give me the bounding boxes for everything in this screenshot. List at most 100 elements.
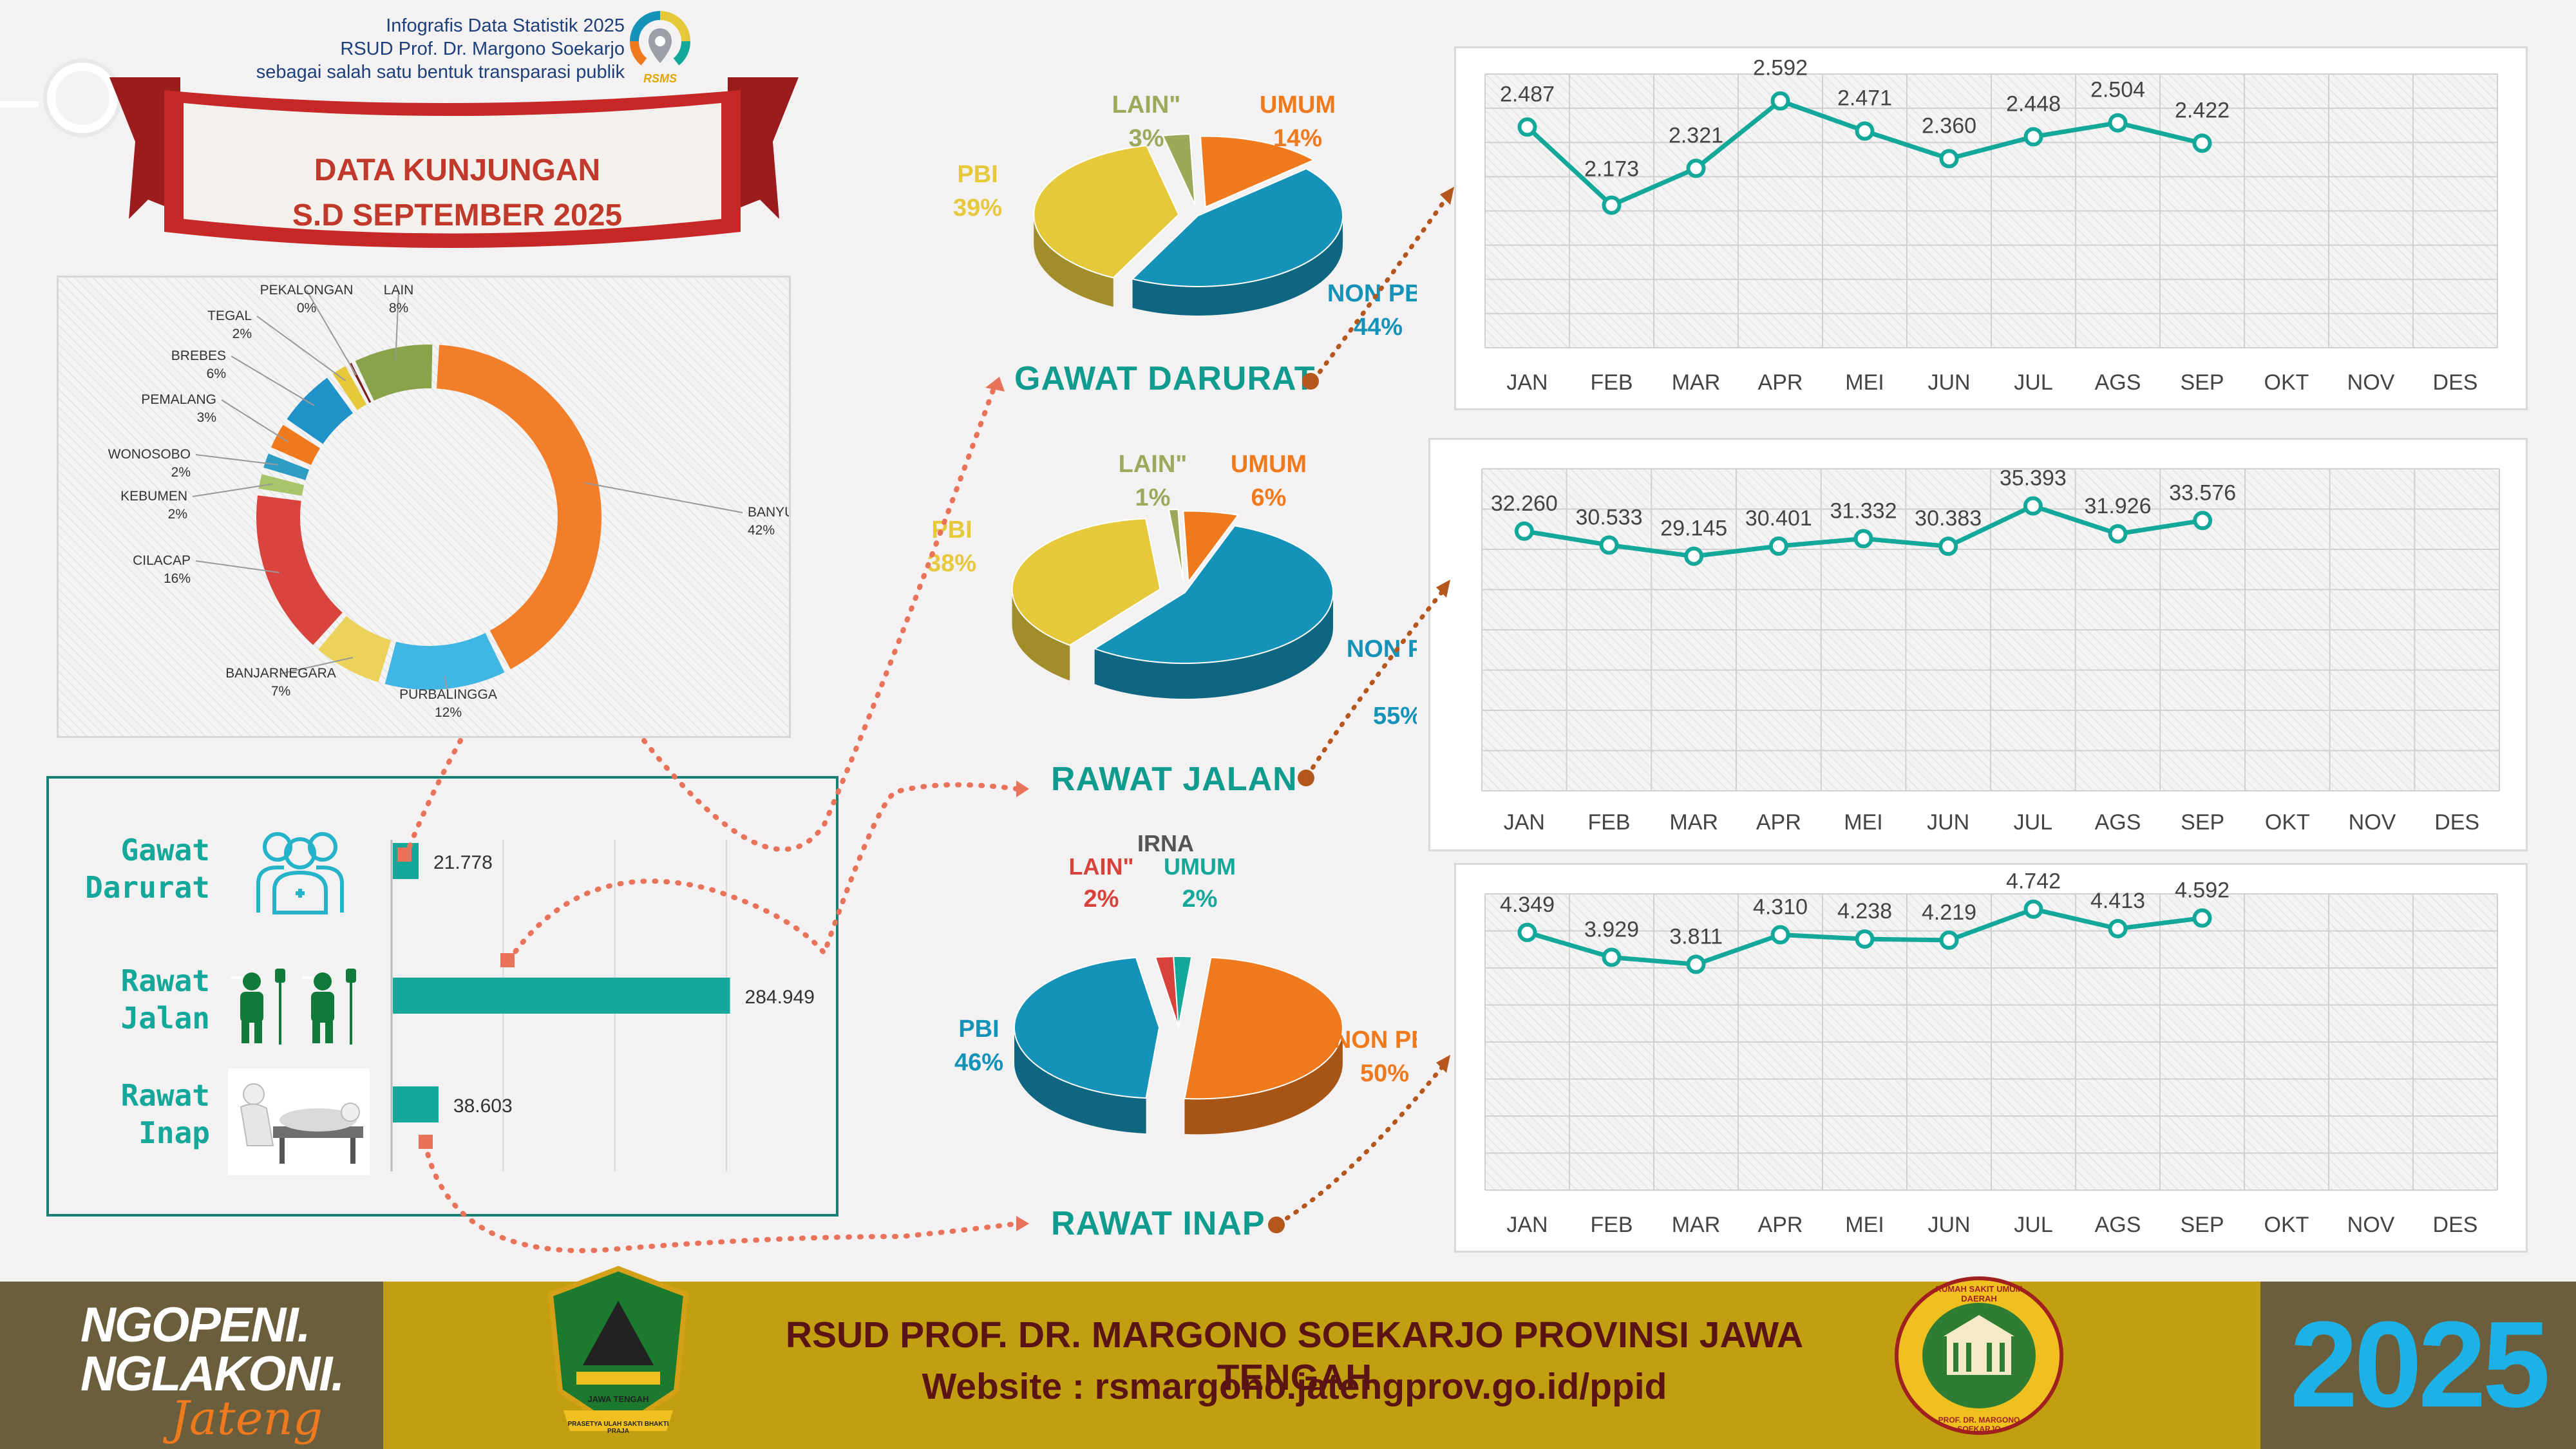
rj-line-point-8 — [2193, 511, 2213, 531]
donut-slice-banyumas — [436, 345, 601, 670]
rj-line-data-label-6: 35.393 — [2000, 466, 2067, 491]
ri-pie-label-0-0: 2% — [1182, 886, 1218, 913]
gd-line-xtick-4: MEI — [1845, 370, 1884, 395]
rj-line-data-label-5: 30.383 — [1915, 506, 1982, 531]
footer-website: Website : rsmargono.jatengprov.go.id/ppi… — [922, 1366, 1667, 1407]
ri-line-xtick-1: FEB — [1590, 1213, 1633, 1237]
bar-label-gd-line1: Gawat — [120, 833, 210, 867]
rj-line-xtick-5: JUN — [1927, 810, 1969, 835]
gd-pie-label-3-1: 3% — [1129, 125, 1164, 152]
gd-line-xtick-2: MAR — [1672, 370, 1721, 395]
rj-line-panel: JAN FEB MAR APR MEI JUN JUL AGS SEP OKT NOV DES 32.2… — [1428, 438, 2528, 851]
footer-slogan-panel: NGOPENI. NGLAKONI. Jateng — [0, 1282, 383, 1449]
ribbon-title: DATA KUNJUNGAN S.D SEPTEMBER 2025 — [193, 148, 721, 238]
donut-label-pemalang: PEMALANG — [141, 392, 216, 407]
donut-pct-purbalingga: 12% — [435, 705, 462, 720]
rj-line-point-0 — [1514, 521, 1534, 541]
rj-pie-side-1 — [1094, 592, 1333, 699]
title-ribbon: DATA KUNJUNGAN S.D SEPTEMBER 2025 — [0, 52, 818, 283]
donut-label-banyumas: BANYUMAS — [748, 505, 789, 520]
ri-line-xtick-8: SEP — [2180, 1213, 2224, 1237]
ri-line-data-label-7: 4.413 — [2090, 889, 2145, 913]
ri-line-xtick-5: JUN — [1927, 1213, 1970, 1237]
donut-pct-pekalongan: 0% — [297, 301, 316, 316]
hospital-seal-top: RUMAH SAKIT UMUM DAERAH — [1935, 1284, 2023, 1303]
gd-line-xtick-6: JUL — [2014, 370, 2052, 395]
gd-pie-label-3-0: LAIN" — [1112, 91, 1181, 118]
jateng-seal-bottom: PRASETYA ULAH SAKTI BHAKTI PRAJA — [567, 1421, 669, 1435]
hospital-seal-bottom: PROF. DR. MARGONO SOEKARJO — [1938, 1416, 2020, 1434]
donut-slice-brebes — [287, 377, 354, 444]
gd-line-xtick-7: AGS — [2095, 370, 2141, 395]
gd-pie-slice-lain — [1162, 133, 1196, 205]
gd-line-point-5 — [1939, 149, 1959, 169]
ri-pie-label-2-1: 46% — [954, 1049, 1003, 1076]
donut-leader-cilacap — [195, 560, 279, 574]
gd-line-point-3 — [1770, 91, 1790, 111]
totals-panel: 21.778 284.949 38.603 Gawat Darurat Rawat … — [46, 776, 838, 1217]
ri-line-data-label-2: 3.811 — [1669, 924, 1723, 949]
gd-line-series-line — [1526, 98, 2203, 208]
rj-line-data-label-2: 29.145 — [1660, 516, 1727, 541]
ri-pie-label-1-1: 50% — [1360, 1060, 1409, 1087]
gd-pie-side-1 — [1132, 216, 1343, 316]
rj-line-xtick-10: NOV — [2349, 810, 2396, 835]
rj-line-point-1 — [1599, 535, 1619, 555]
rj-line-xtick-2: MAR — [1669, 810, 1718, 835]
donut-slice-lain — [355, 345, 433, 401]
gd-line-data-label-8: 2.422 — [2175, 98, 2230, 122]
donut-leader-wonosobo — [195, 454, 278, 466]
ri-pie-label-umum-name: UMUM — [1164, 853, 1236, 880]
rj-line-chart: JAN FEB MAR APR MEI JUN JUL AGS SEP OKT NOV DES 32.2… — [1481, 466, 2500, 835]
donut-label-purbalingga: PURBALINGGA — [399, 687, 497, 702]
bar-label-rj-line1: Rawat — [120, 963, 210, 998]
ri-line-xtick-0: JAN — [1506, 1213, 1548, 1237]
gd-line-point-8 — [2192, 133, 2212, 153]
donut-pct-lain: 8% — [389, 301, 408, 316]
title-rawat-jalan: RAWAT JALAN — [1051, 761, 1298, 798]
gd-line-xtick-11: DES — [2433, 370, 2478, 395]
ri-line-data-label-0: 4.349 — [1500, 893, 1555, 917]
ri-line-xtick-3: APR — [1758, 1213, 1803, 1237]
rj-pie-label-3-0: LAIN" — [1119, 451, 1188, 478]
bar-label-ri-line1: Rawat — [120, 1078, 210, 1113]
rj-line-data-label-4: 31.332 — [1830, 498, 1897, 523]
gd-line-xtick-9: OKT — [2264, 370, 2309, 395]
ri-line-data-label-4: 4.238 — [1837, 899, 1892, 923]
donut-leader-pekalongan — [306, 290, 357, 375]
ri-line-point-0 — [1517, 922, 1537, 942]
ri-line-point-5 — [1939, 930, 1959, 950]
ri-line-point-8 — [2192, 908, 2212, 928]
rj-line-point-5 — [1938, 536, 1958, 556]
rj-pie-label-2-1: 38% — [927, 550, 976, 577]
gd-line-data-label-3: 2.592 — [1753, 56, 1808, 80]
gd-line-xtick-3: APR — [1758, 370, 1803, 395]
medical-staff-icon — [245, 822, 355, 919]
rsms-logo-text: RSMS — [643, 72, 677, 85]
gd-line-data-label-1: 2.173 — [1584, 157, 1639, 182]
rj-line-data-label-8: 33.576 — [2169, 480, 2236, 505]
donut-leader-kebumen — [192, 483, 273, 497]
gd-pie-label-2-0: PBI — [957, 161, 998, 188]
gd-pie-label-1-1: 44% — [1354, 314, 1403, 341]
bar-label-ri-line2: Inap — [138, 1115, 210, 1150]
gd-line-xtick-5: JUN — [1927, 370, 1970, 395]
ri-pie-label-lain-name: LAIN" — [1068, 853, 1133, 880]
ri-line-xtick-4: MEI — [1845, 1213, 1884, 1237]
footer-bar — [0, 1282, 2576, 1449]
ri-line-point-4 — [1855, 929, 1875, 949]
gd-line-data-label-2: 2.321 — [1669, 123, 1723, 147]
subtitle-line-2: RSUD Prof. Dr. Margono Soekarjo — [340, 39, 625, 59]
rj-pie-slice-lain — [1168, 508, 1184, 581]
rj-pie-label-0-0: UMUM — [1231, 451, 1307, 478]
slogan-line-3: Jateng — [171, 1391, 323, 1445]
rj-line-xtick-6: JUL — [2014, 810, 2052, 835]
donut-leader-purbalingga — [444, 676, 449, 696]
rj-pie-label-2-0: PBI — [931, 516, 972, 544]
title-gawat-darurat: GAWAT DARURAT — [1014, 360, 1316, 397]
donut-pct-kebumen: 2% — [168, 507, 187, 522]
gd-line-panel: JAN FEB MAR APR MEI JUN JUL AGS SEP OKT NOV DES 2.48… — [1454, 46, 2528, 410]
ri-line-xtick-9: OKT — [2264, 1213, 2309, 1237]
rj-line-xtick-4: MEI — [1844, 810, 1882, 835]
gd-line-point-6 — [2023, 127, 2043, 147]
